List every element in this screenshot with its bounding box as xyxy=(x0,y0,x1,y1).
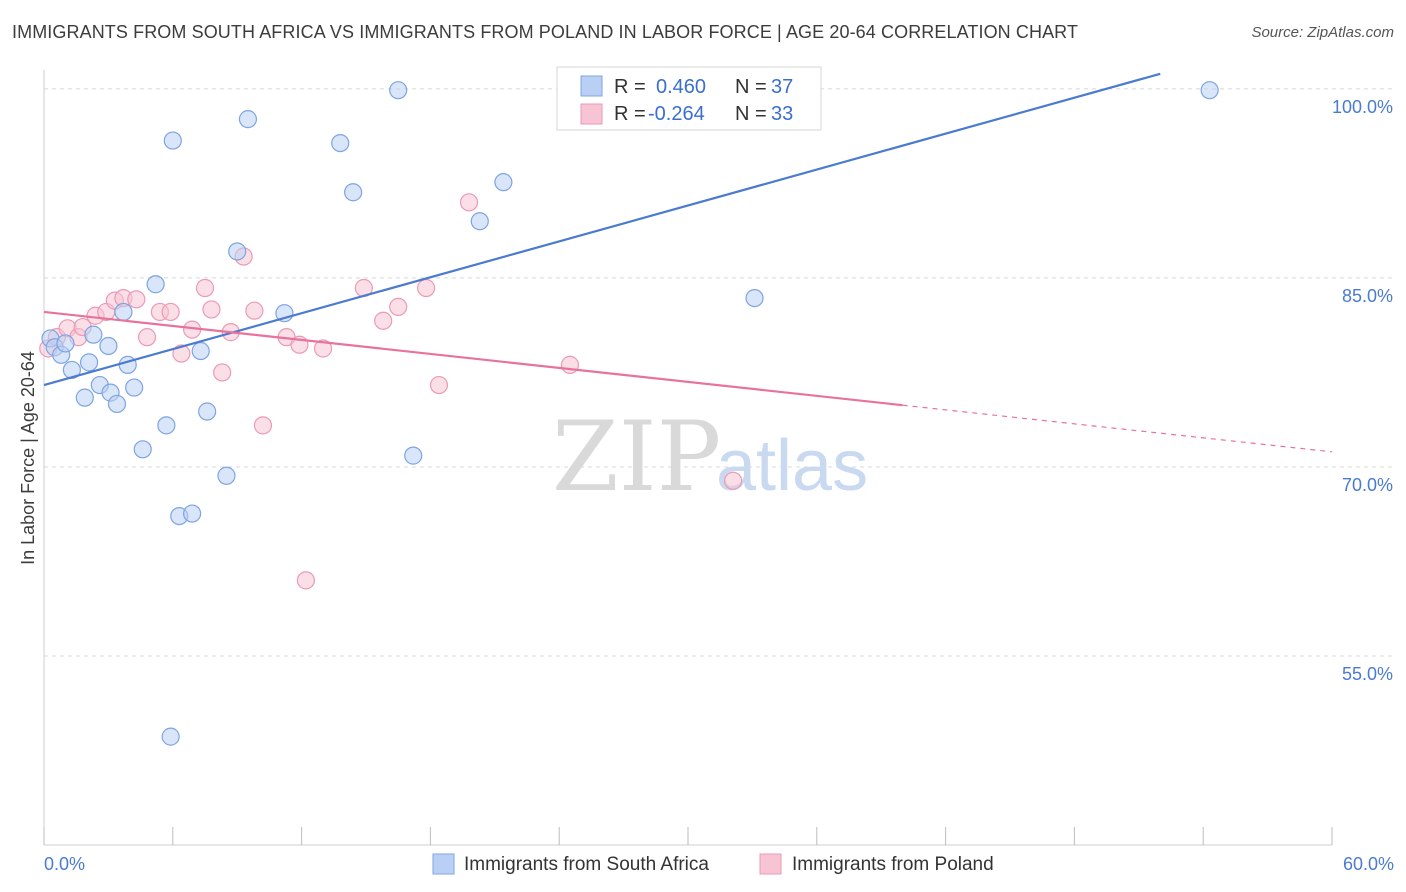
legend-n-label-2: N = xyxy=(735,103,767,125)
legend-r-label-2: R = xyxy=(614,103,646,125)
poland-point xyxy=(127,290,146,309)
correlation-legend: R = 0.460 N = 37 R = -0.264 N = 33 xyxy=(556,66,822,131)
poland-point xyxy=(137,328,157,347)
source-label: Source: ZipAtlas.com xyxy=(1251,24,1394,41)
poland-point xyxy=(195,278,215,298)
south-africa-point xyxy=(1200,81,1219,100)
poland-point xyxy=(313,339,333,358)
y-tick-label: 100.0% xyxy=(1332,97,1393,117)
south-africa-point xyxy=(745,288,764,308)
south-africa-point xyxy=(56,334,75,353)
legend-n-poland: 33 xyxy=(771,103,793,125)
south-africa-point xyxy=(146,275,165,294)
series-legend-poland: Immigrants from Poland xyxy=(792,854,994,875)
x-tick-labels: 0.0% 60.0% xyxy=(44,854,1394,874)
y-tick-label: 55.0% xyxy=(1342,664,1393,684)
poland-trend-line xyxy=(43,310,903,407)
south-africa-point xyxy=(157,416,176,435)
watermark: ZIP atlas xyxy=(552,401,868,513)
poland-point xyxy=(459,193,479,212)
south-africa-point xyxy=(62,360,82,380)
poland-point xyxy=(172,344,191,363)
legend-swatch-poland xyxy=(580,103,603,125)
legend-n-label-1: N = xyxy=(735,76,767,98)
south-africa-point xyxy=(183,504,202,523)
chart-title: IMMIGRANTS FROM SOUTH AFRICA VS IMMIGRAN… xyxy=(12,22,1079,42)
poland-points xyxy=(39,193,743,590)
poland-point xyxy=(374,311,393,330)
south-africa-point xyxy=(107,394,127,414)
south-africa-point xyxy=(114,302,133,322)
poland-point xyxy=(723,471,743,490)
south-africa-point xyxy=(331,133,350,153)
poland-point xyxy=(213,363,232,382)
watermark-zip: ZIP xyxy=(552,401,721,513)
watermark-atlas: atlas xyxy=(716,426,868,506)
south-africa-points xyxy=(41,81,1219,746)
south-africa-point xyxy=(217,466,236,485)
poland-point xyxy=(202,300,221,319)
south-africa-point xyxy=(125,378,144,397)
south-africa-point xyxy=(389,81,408,100)
south-africa-point xyxy=(99,336,118,356)
y-tick-label: 70.0% xyxy=(1342,475,1393,495)
y-axis-label: In Labor Force | Age 20-64 xyxy=(18,351,38,565)
series-legend: Immigrants from South Africa Immigrants … xyxy=(432,853,994,875)
south-africa-point xyxy=(494,173,513,192)
south-africa-point xyxy=(161,727,180,746)
gridlines xyxy=(44,88,1392,657)
south-africa-point xyxy=(84,325,103,344)
series-legend-south-africa: Immigrants from South Africa xyxy=(464,854,709,875)
trend-lines xyxy=(43,72,1333,453)
x-tick-label-min: 0.0% xyxy=(44,854,85,874)
south-africa-point xyxy=(404,446,423,465)
south-africa-point xyxy=(79,353,99,372)
south-africa-point xyxy=(75,388,94,407)
poland-point xyxy=(560,355,580,374)
poland-point xyxy=(161,302,180,322)
x-tick-marks xyxy=(43,827,1333,845)
poland-point xyxy=(389,297,408,317)
legend-r-south-africa: 0.460 xyxy=(656,76,706,98)
south-africa-point xyxy=(238,110,258,129)
legend-swatch-south-africa xyxy=(580,75,603,97)
south-africa-point xyxy=(163,131,182,150)
south-africa-point xyxy=(228,242,247,261)
south-africa-point xyxy=(470,212,489,231)
south-africa-point xyxy=(198,402,217,421)
poland-point xyxy=(296,571,315,590)
poland-point xyxy=(417,278,436,298)
series-legend-swatch-south-africa xyxy=(432,853,455,875)
legend-n-south-africa: 37 xyxy=(771,76,793,98)
legend-r-poland: -0.264 xyxy=(648,103,705,125)
poland-point xyxy=(253,416,273,435)
poland-point xyxy=(245,301,264,320)
south-africa-point xyxy=(191,341,210,361)
poland-point xyxy=(429,375,449,395)
south-africa-point xyxy=(344,183,363,202)
poland-trend-line-extension xyxy=(902,404,1333,453)
y-tick-labels: 55.0% 70.0% 85.0% 100.0% xyxy=(1332,97,1393,684)
y-tick-label: 85.0% xyxy=(1342,286,1393,306)
south-africa-point xyxy=(133,440,152,459)
x-tick-label-max: 60.0% xyxy=(1343,854,1394,874)
legend-r-label-1: R = xyxy=(614,76,646,98)
series-legend-swatch-poland xyxy=(759,853,782,875)
